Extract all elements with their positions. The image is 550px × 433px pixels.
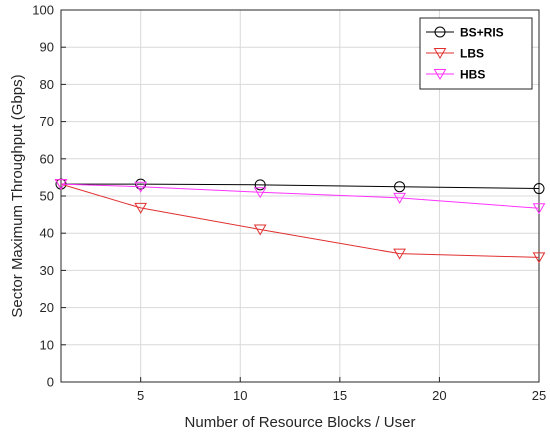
y-tick-label: 90 [40, 40, 54, 55]
legend: BS+RIS LBS HBS [419, 17, 533, 90]
series-line-hbs [60, 183, 540, 209]
data-point-bs-ris [135, 178, 147, 190]
x-tick-label: 10 [233, 388, 247, 403]
series-lbs [54, 179, 546, 264]
grid [61, 10, 539, 382]
axis-ticks: 0 10 20 30 40 50 60 70 80 90 100 5 10 15 20 25 [32, 3, 546, 404]
x-tick-label: 20 [432, 388, 446, 403]
y-axis-label: Sector Maximum Throughput (Gbps) [9, 74, 26, 317]
series-group [54, 178, 546, 264]
legend-item-lbs: LBS [426, 47, 484, 61]
data-point-lbs [134, 202, 148, 214]
y-tick-label: 30 [40, 263, 54, 278]
legend-label: BS+RIS [460, 26, 504, 40]
y-tick-label: 60 [40, 151, 54, 166]
legend-marker [434, 26, 446, 38]
data-point-hbs [54, 179, 68, 191]
y-tick-label: 80 [40, 77, 54, 92]
x-tick-label: 5 [137, 388, 144, 403]
data-point-lbs [532, 252, 546, 264]
series-line-bs-ris [61, 183, 540, 190]
legend-marker [433, 48, 447, 59]
y-tick-label: 50 [40, 189, 54, 204]
legend-label: HBS [460, 68, 485, 82]
x-tick-label: 15 [333, 388, 347, 403]
x-tick-label: 25 [532, 388, 546, 403]
data-point-bs-ris [394, 181, 406, 193]
data-point-hbs [393, 192, 406, 204]
series-hbs [54, 179, 546, 215]
data-point-hbs [532, 203, 546, 215]
legend-item-hbs: HBS [426, 68, 485, 82]
legend-label: LBS [460, 47, 484, 61]
legend-marker [433, 69, 447, 80]
data-point-bs-ris [533, 183, 545, 195]
data-point-hbs [134, 181, 148, 193]
y-tick-label: 0 [47, 375, 54, 390]
legend-item-bs-ris: BS+RIS [426, 26, 504, 40]
y-tick-label: 70 [40, 114, 54, 129]
y-tick-label: 20 [40, 300, 54, 315]
x-axis-label: Number of Resource Blocks / User [185, 414, 416, 431]
data-point-hbs [253, 187, 267, 199]
y-tick-label: 40 [40, 226, 54, 241]
data-point-lbs [253, 224, 267, 236]
data-point-bs-ris [254, 179, 266, 191]
y-tick-label: 10 [40, 337, 54, 352]
y-tick-label: 100 [32, 3, 54, 18]
series-line-lbs [60, 183, 540, 258]
data-point-lbs [393, 248, 406, 260]
